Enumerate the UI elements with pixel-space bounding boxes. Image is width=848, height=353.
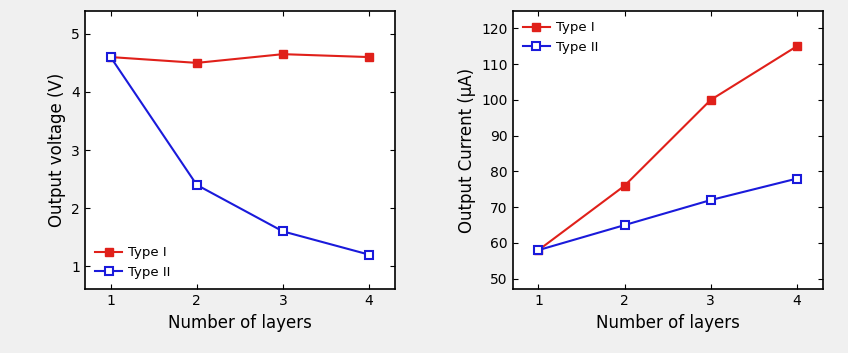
Y-axis label: Output Current (μA): Output Current (μA) xyxy=(458,67,476,233)
Type II xyxy=(278,229,288,233)
Line: Type I: Type I xyxy=(107,50,373,67)
Line: Type II: Type II xyxy=(107,53,373,259)
Type I xyxy=(105,55,115,59)
Type II xyxy=(792,176,802,181)
Type II xyxy=(105,55,115,59)
Line: Type II: Type II xyxy=(534,174,801,254)
Y-axis label: Output voltage (V): Output voltage (V) xyxy=(47,73,65,227)
X-axis label: Number of layers: Number of layers xyxy=(168,314,312,332)
X-axis label: Number of layers: Number of layers xyxy=(595,314,739,332)
Type II xyxy=(192,183,202,187)
Type I xyxy=(192,61,202,65)
Type I xyxy=(792,44,802,48)
Type I xyxy=(533,248,544,252)
Legend: Type I, Type II: Type I, Type II xyxy=(92,243,175,283)
Type II xyxy=(706,198,716,202)
Type II xyxy=(533,248,544,252)
Line: Type I: Type I xyxy=(534,42,801,254)
Type I xyxy=(706,98,716,102)
Type II xyxy=(364,252,374,257)
Type I xyxy=(278,52,288,56)
Type I xyxy=(619,184,629,188)
Type II xyxy=(619,223,629,227)
Legend: Type I, Type II: Type I, Type II xyxy=(519,17,602,58)
Type I xyxy=(364,55,374,59)
